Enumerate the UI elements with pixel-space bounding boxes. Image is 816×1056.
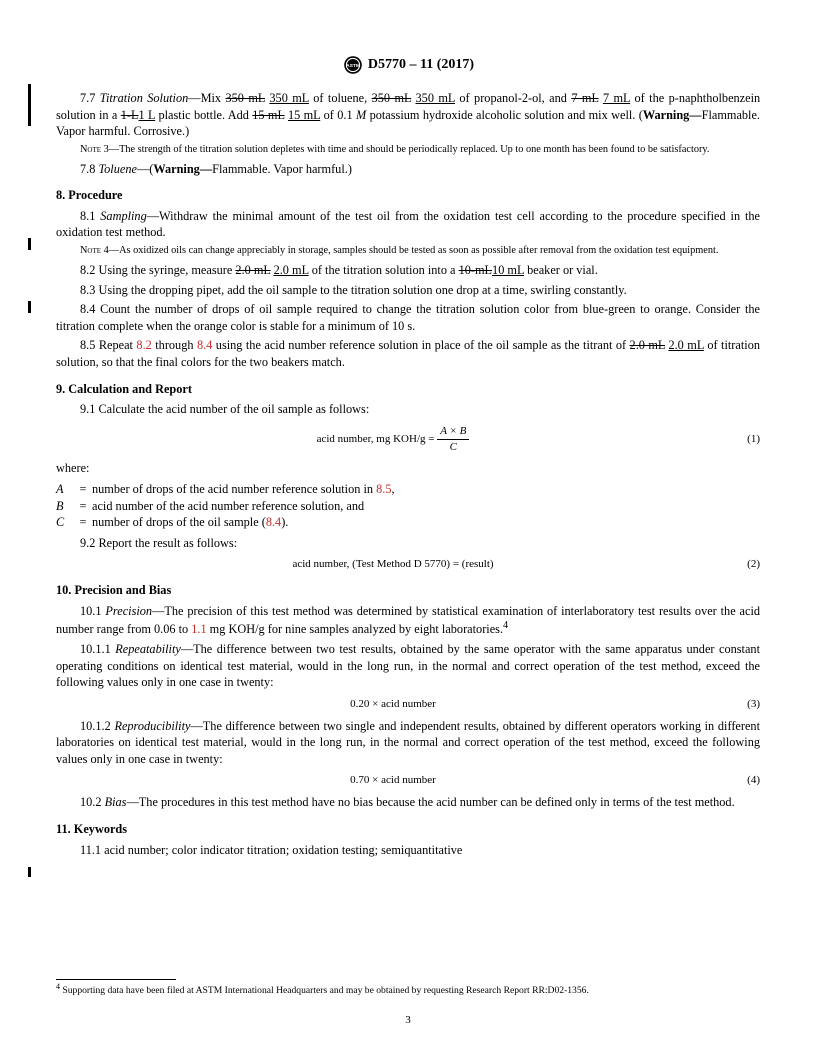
- equation-1: acid number, mg KOH/g = A × B C (1): [56, 424, 760, 455]
- section-8-2: 8.2 Using the syringe, measure 2.0 mL 2.…: [56, 262, 760, 279]
- section-11-heading: 11. Keywords: [56, 821, 760, 838]
- section-10-1: 10.1 Precision—The precision of this tes…: [56, 603, 760, 638]
- equation-2: acid number, (Test Method D 5770) = (res…: [56, 557, 760, 572]
- revision-bar: [28, 867, 31, 877]
- section-8-1: 8.1 Sampling—Withdraw the minimal amount…: [56, 208, 760, 241]
- section-10-2: 10.2 Bias—The procedures in this test me…: [56, 794, 760, 811]
- section-10-1-1: 10.1.1 Repeatability—The difference betw…: [56, 641, 760, 691]
- section-8-heading: 8. Procedure: [56, 187, 760, 204]
- where-table: A=number of drops of the acid number ref…: [56, 481, 760, 531]
- section-8-4: 8.4 Count the number of drops of oil sam…: [56, 301, 760, 334]
- section-8-5: 8.5 Repeat 8.2 through 8.4 using the aci…: [56, 337, 760, 370]
- footnote-area: 4 Supporting data have been filed at AST…: [56, 979, 760, 998]
- section-8-3: 8.3 Using the dropping pipet, add the oi…: [56, 282, 760, 299]
- designation: D5770 – 11 (2017): [368, 57, 474, 72]
- equation-3: 0.20 × acid number (3): [56, 697, 760, 712]
- section-9-2: 9.2 Report the result as follows:: [56, 535, 760, 552]
- revision-bar: [28, 301, 31, 313]
- footnote-rule: [56, 979, 176, 980]
- note-4: Note 4—As oxidized oils can change appre…: [56, 244, 760, 258]
- revision-bar: [28, 238, 31, 250]
- page-header: ASTM D5770 – 11 (2017): [56, 54, 760, 76]
- svg-text:ASTM: ASTM: [346, 63, 360, 69]
- note-3: Note 3—The strength of the titration sol…: [56, 143, 760, 157]
- section-10-heading: 10. Precision and Bias: [56, 582, 760, 599]
- section-11-1: 11.1 acid number; color indicator titrat…: [56, 842, 760, 859]
- revision-bar: [28, 84, 31, 126]
- section-7-8: 7.8 Toluene—(Warning—Flammable. Vapor ha…: [56, 161, 760, 178]
- footnote-4: 4 Supporting data have been filed at AST…: [56, 982, 760, 998]
- where-label: where:: [56, 460, 760, 477]
- equation-4: 0.70 × acid number (4): [56, 773, 760, 788]
- astm-logo-icon: ASTM: [342, 54, 364, 76]
- page-number: 3: [0, 1013, 816, 1028]
- section-9-heading: 9. Calculation and Report: [56, 381, 760, 398]
- section-9-1: 9.1 Calculate the acid number of the oil…: [56, 401, 760, 418]
- section-7-7: 7.7 Titration Solution—Mix 350 mL 350 mL…: [56, 90, 760, 140]
- section-10-1-2: 10.1.2 Reproducibility—The difference be…: [56, 718, 760, 768]
